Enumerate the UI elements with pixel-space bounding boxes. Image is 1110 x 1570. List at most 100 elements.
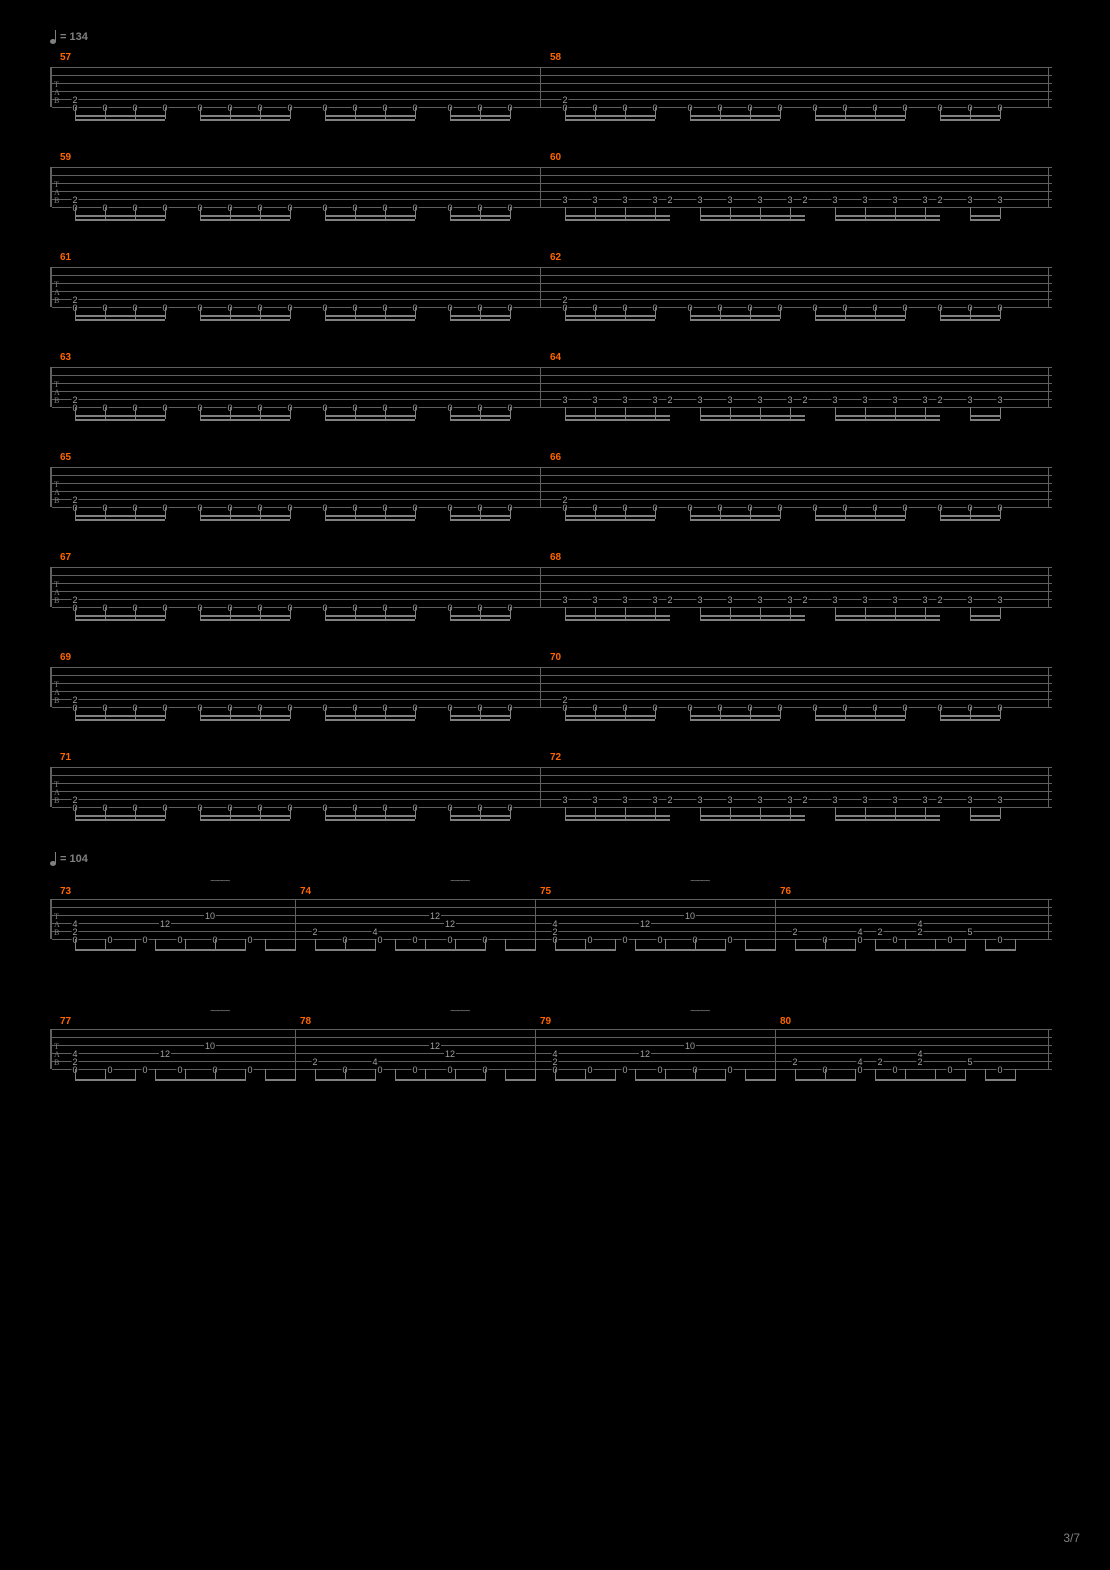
fret-number: 0 [176, 935, 183, 945]
stem [75, 107, 76, 119]
beam [75, 215, 165, 217]
stem [665, 1069, 666, 1081]
beam [565, 115, 655, 117]
stem [595, 607, 596, 619]
stem [790, 207, 791, 219]
beam [985, 1079, 1015, 1081]
vibrato-marking: ~~~~ [210, 1006, 229, 1017]
tab-system: TAB73~~~~42012100000074~~~~4241212000007… [50, 874, 1070, 969]
staff-line [52, 299, 1052, 300]
stem [200, 507, 201, 519]
fret-number: 3 [561, 595, 568, 605]
tab-staff: TAB [50, 167, 1052, 207]
stem [510, 807, 511, 819]
beam [835, 819, 940, 821]
beam [565, 519, 655, 521]
stem [200, 407, 201, 419]
stem [260, 407, 261, 419]
fret-number: 0 [246, 1065, 253, 1075]
stem [450, 707, 451, 719]
stem [480, 107, 481, 119]
measure-number: 78 [300, 1016, 311, 1027]
stem [450, 307, 451, 319]
beam [325, 415, 415, 417]
stem [970, 107, 971, 119]
fret-number: 3 [921, 595, 928, 605]
stem [665, 939, 666, 951]
beam [970, 815, 1000, 817]
stem [75, 807, 76, 819]
stem [510, 107, 511, 119]
beam [745, 949, 775, 951]
fret-number: 3 [786, 795, 793, 805]
stem [655, 407, 656, 419]
stem [480, 207, 481, 219]
stem [485, 1069, 486, 1081]
tab-staff: TAB [50, 67, 1052, 107]
beam [395, 949, 485, 951]
stem [625, 107, 626, 119]
staff-line [52, 475, 1052, 476]
stem [230, 807, 231, 819]
measure-number: 66 [550, 452, 561, 463]
stem [200, 107, 201, 119]
beam [200, 619, 290, 621]
stem [895, 807, 896, 819]
beam [565, 315, 655, 317]
staff-line [52, 83, 1052, 84]
stem [845, 507, 846, 519]
measure-number: 75 [540, 886, 551, 897]
stem [655, 107, 656, 119]
stem [325, 307, 326, 319]
beam [75, 819, 165, 821]
staff-line [52, 1037, 1052, 1038]
fret-number: 3 [996, 595, 1003, 605]
stem [985, 1069, 986, 1081]
fret-number: 3 [651, 195, 658, 205]
staff-line [52, 591, 1052, 592]
measure-number: 58 [550, 52, 561, 63]
tab-system: TAB5920000000000000006033332333323333233 [50, 152, 1070, 222]
stem [905, 307, 906, 319]
stem [385, 707, 386, 719]
fret-number: 0 [411, 1065, 418, 1075]
stem [165, 307, 166, 319]
staff-line [52, 283, 1052, 284]
stem [565, 307, 566, 319]
stem [780, 107, 781, 119]
beam [565, 819, 670, 821]
measure-number: 77 [60, 1016, 71, 1027]
stem [940, 307, 941, 319]
stem [695, 1069, 696, 1081]
stem [595, 807, 596, 819]
fret-number: 2 [666, 595, 673, 605]
barline [775, 1029, 776, 1069]
stem [345, 1069, 346, 1081]
barline [540, 567, 541, 607]
stem [290, 807, 291, 819]
stem [1015, 939, 1016, 951]
stem [450, 507, 451, 519]
stem [690, 307, 691, 319]
stem [75, 307, 76, 319]
beam [450, 519, 510, 521]
stem [325, 707, 326, 719]
beam [200, 719, 290, 721]
fret-number: 0 [141, 935, 148, 945]
beam [970, 415, 1000, 417]
stem [75, 1069, 76, 1081]
tab-label: TAB [54, 481, 60, 505]
stem [385, 407, 386, 419]
stem [355, 207, 356, 219]
stem [385, 207, 386, 219]
fret-number: 3 [591, 395, 598, 405]
stem [230, 107, 231, 119]
tab-label: TAB [54, 1043, 60, 1067]
fret-number: 0 [176, 1065, 183, 1075]
stem [510, 207, 511, 219]
stem [480, 507, 481, 519]
beam [75, 319, 165, 321]
stem [245, 1069, 246, 1081]
stem [720, 707, 721, 719]
measure-number: 73 [60, 886, 71, 897]
